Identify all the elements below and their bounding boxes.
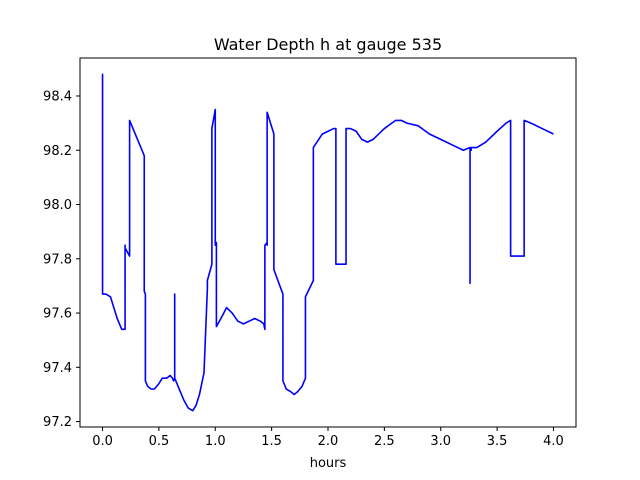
x-tick-label: 3.5 — [487, 434, 508, 449]
x-axis: 0.0 0.5 1.0 1.5 2.0 2.5 3.0 3.5 4.0 — [92, 427, 564, 449]
x-axis-label: hours — [310, 456, 347, 471]
plot-area — [79, 57, 577, 428]
x-tick-label: 4.0 — [543, 434, 564, 449]
x-tick-label: 0.5 — [149, 434, 170, 449]
y-tick-label: 98.0 — [43, 198, 72, 213]
x-tick-label: 2.0 — [318, 434, 339, 449]
y-tick-label: 98.2 — [43, 144, 72, 159]
x-tick-label: 3.0 — [430, 434, 451, 449]
y-tick-label: 97.8 — [43, 252, 72, 267]
x-tick-label: 2.5 — [374, 434, 395, 449]
y-axis: 97.2 97.4 97.6 97.8 98.0 98.2 98.4 — [43, 89, 80, 430]
series-line-water-depth — [101, 73, 554, 412]
y-tick-label: 97.6 — [43, 307, 72, 322]
chart-title: Water Depth h at gauge 535 — [214, 35, 442, 54]
x-tick-label: 1.5 — [261, 434, 282, 449]
axes-background — [80, 58, 576, 427]
x-tick-label: 0.0 — [92, 434, 113, 449]
y-tick-label: 98.4 — [43, 89, 72, 104]
y-tick-label: 97.4 — [43, 361, 72, 376]
y-tick-label: 97.2 — [43, 415, 72, 430]
x-tick-label: 1.0 — [205, 434, 226, 449]
